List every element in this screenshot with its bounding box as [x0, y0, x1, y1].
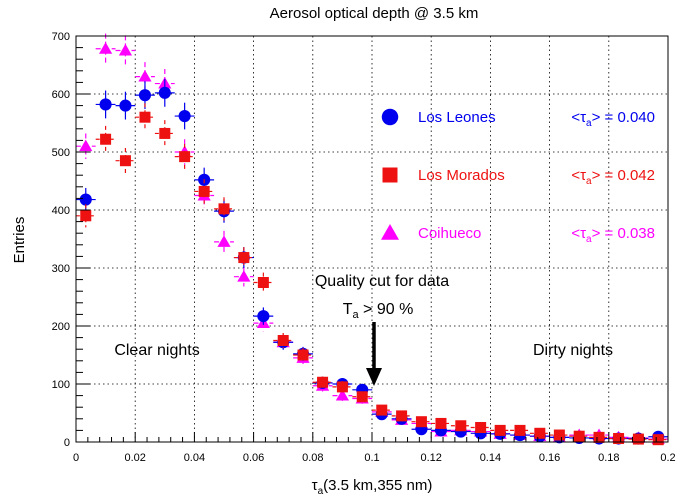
legend: Los Leones <τa> = 0.040 Los Morados <τa> = … [381, 108, 655, 245]
legend-mean-value: <τa> = 0.038 [571, 225, 655, 245]
y-tick-label: 100 [52, 379, 70, 391]
x-tick-label: 0.08 [302, 452, 323, 464]
data-point [257, 310, 270, 323]
data-point [100, 133, 112, 145]
data-point [335, 389, 349, 401]
data-point [376, 404, 388, 416]
data-point [415, 416, 427, 428]
quality-cut-arrow [366, 322, 382, 386]
data-point [99, 98, 112, 111]
x-tick-label: 0.16 [539, 452, 560, 464]
data-point [79, 193, 92, 206]
data-point [455, 420, 467, 432]
data-point [158, 86, 171, 99]
x-tick-label: 0.04 [184, 452, 205, 464]
x-tick-label: 0.14 [480, 452, 501, 464]
clear-nights-label: Clear nights [114, 342, 199, 359]
data-point [475, 422, 487, 433]
data-point [297, 349, 309, 361]
grid-lines [76, 36, 668, 442]
data-point [179, 151, 191, 163]
y-tick-label: 0 [64, 437, 70, 449]
y-axis-label: Entries [11, 217, 28, 264]
data-point [514, 424, 526, 436]
x-tick-label: 0.02 [124, 452, 145, 464]
x-tick-label: 0.1 [364, 452, 379, 464]
y-tick-label: 500 [52, 147, 70, 159]
data-point [435, 417, 447, 429]
data-point [138, 70, 152, 82]
x-tick-label: 0.18 [598, 452, 619, 464]
data-point [632, 433, 644, 445]
data-point [178, 109, 191, 123]
legend-marker-circle [381, 108, 399, 126]
x-tick-label: 0.06 [243, 452, 264, 464]
data-point [613, 433, 625, 445]
data-point [356, 391, 368, 403]
data-point [494, 424, 506, 436]
data-point [138, 89, 152, 102]
x-axis-label: τa(3.5 km,355 nm) [312, 477, 433, 497]
y-tick-label: 200 [52, 321, 70, 333]
data-point [317, 376, 329, 388]
axis-ticks: 0 0.02 0.04 0.06 0.08 0.1 0.12 0.14 0.16 0.18 0.2 0… [52, 31, 676, 464]
chart-title: Aerosol optical depth @ 3.5 km [270, 5, 479, 22]
data-point [80, 210, 92, 222]
data-point [119, 155, 131, 167]
data-point [217, 235, 231, 247]
data-point [99, 42, 113, 54]
data-point [396, 410, 408, 422]
data-point [553, 429, 565, 441]
y-tick-label: 300 [52, 263, 70, 275]
data-point [79, 139, 93, 152]
dirty-nights-label: Dirty nights [533, 342, 613, 359]
x-tick-label: 0.12 [420, 452, 441, 464]
data-point [159, 127, 171, 139]
legend-label: Coihueco [418, 225, 481, 242]
data-point [336, 381, 348, 393]
x-tick-label: 0.2 [660, 452, 675, 464]
data-point [238, 252, 250, 264]
data-point [573, 430, 585, 442]
data-point [118, 43, 133, 56]
data-point [593, 431, 605, 443]
legend-label: Los Leones [418, 109, 496, 126]
data-point [198, 185, 210, 197]
legend-mean-value: <τa> = 0.042 [571, 167, 655, 187]
data-point [534, 427, 546, 439]
legend-marker-triangle [381, 224, 399, 240]
y-tick-label: 400 [52, 205, 70, 217]
legend-marker-square [382, 167, 398, 183]
series-los-morados [75, 103, 669, 446]
data-point [652, 434, 664, 446]
x-tick-label: 0 [73, 452, 79, 464]
legend-label: Los Morados [418, 167, 505, 184]
legend-mean-value: <τa> = 0.040 [571, 109, 655, 129]
data-point [257, 277, 269, 288]
data-point [139, 111, 151, 123]
quality-cut-label: Quality cut for data [315, 273, 449, 290]
data-point [119, 99, 132, 112]
data-point [218, 203, 230, 215]
transmission-cut-label: Ta > 90 % [343, 301, 414, 321]
data-series [75, 33, 669, 446]
y-tick-label: 600 [52, 89, 70, 101]
data-point [237, 270, 251, 282]
y-tick-label: 700 [52, 31, 70, 43]
data-point [277, 335, 289, 346]
